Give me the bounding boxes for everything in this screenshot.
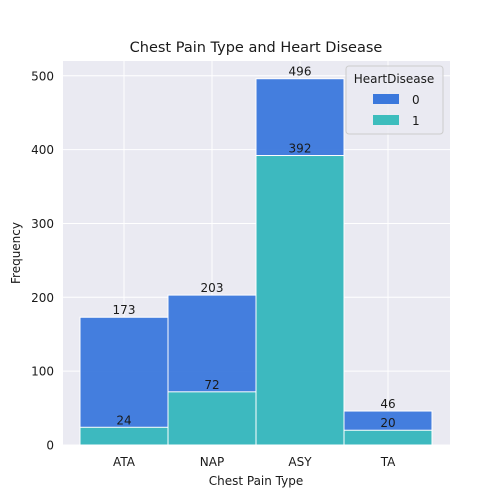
bar-ata-series-1 [80,427,168,445]
legend-swatch-1 [373,115,399,125]
bar-label-ata-series-1: 24 [116,413,131,427]
bar-asy-series-1 [256,156,344,445]
bar-label-nap-series-0: 203 [201,281,224,295]
y-tick-label: 500 [31,69,54,83]
y-tick-label: 0 [46,439,54,453]
x-tick-label-ata: ATA [113,455,136,469]
y-tick-label: 300 [31,217,54,231]
y-tick-label: 100 [31,365,54,379]
bar-nap-series-1 [168,392,256,445]
legend-label-0: 0 [412,93,420,107]
y-axis-label: Frequency [9,222,23,284]
x-axis-label: Chest Pain Type [209,474,304,488]
bar-label-asy-series-1: 392 [289,142,312,156]
bar-label-nap-series-1: 72 [204,378,219,392]
y-tick-label: 200 [31,291,54,305]
legend: HeartDisease 0 1 [346,66,443,134]
x-tick-label-nap: NAP [200,455,224,469]
bar-label-ta-series-1: 20 [380,416,395,430]
chart-title: Chest Pain Type and Heart Disease [130,40,383,56]
y-tick-label: 400 [31,143,54,157]
bar-label-asy-series-0: 496 [289,65,312,79]
legend-title: HeartDisease [354,72,435,86]
bar-label-ta-series-0: 46 [380,397,395,411]
x-tick-label-ta: TA [380,455,396,469]
bar-label-ata-series-0: 173 [113,303,136,317]
legend-swatch-0 [373,94,399,104]
bar-ta-series-1 [344,430,432,445]
legend-label-1: 1 [412,114,420,128]
x-tick-label-asy: ASY [288,455,312,469]
